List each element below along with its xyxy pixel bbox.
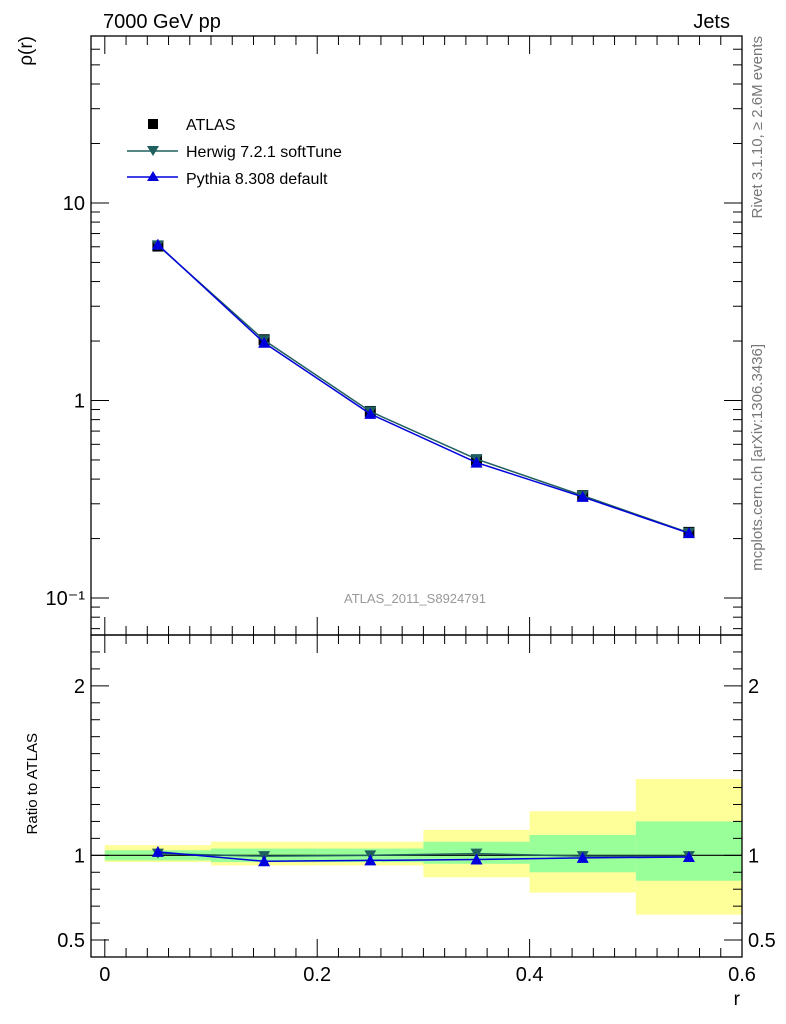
header-left: 7000 GeV pp <box>103 11 221 33</box>
mcplots-label: mcplots.cern.ch [arXiv:1306.3436] <box>749 344 766 571</box>
main-panel: 10 1 10⁻¹ <box>46 35 743 636</box>
ratio-ytick-label: 0.5 <box>57 930 85 952</box>
pythia-ratio-point <box>151 845 164 857</box>
ratio-xtick-label: 0 <box>99 964 110 986</box>
herwig-line <box>157 244 690 534</box>
pythia-ratio-point <box>576 851 589 863</box>
ratio-frame <box>90 634 743 958</box>
ratio-xtick-label: 0.2 <box>303 964 331 986</box>
pythia-ratio-point <box>470 853 483 865</box>
pythia-point <box>682 527 695 539</box>
ratio-panel: 2 2 1 1 0.5 0.5 0 0.2 0.4 0.6 <box>57 634 776 986</box>
legend-label-atlas: ATLAS <box>186 117 236 134</box>
legend-marker-herwig <box>147 146 159 156</box>
ratio-ytick-label: 1 <box>74 845 85 867</box>
legend-label-herwig: Herwig 7.2.1 softTune <box>186 144 342 161</box>
herwig-ratio-line <box>157 852 689 857</box>
main-ylabel: ρ(r) <box>16 36 37 66</box>
main-ytick-label: 10⁻¹ <box>46 588 86 610</box>
pythia-ratio-point <box>682 851 695 863</box>
ratio-xlabel: r <box>734 989 741 1010</box>
rivet-label: Rivet 3.1.10, ≥ 2.6M events <box>749 36 766 219</box>
pythia-point <box>364 407 377 419</box>
ratio-ytick-label-right: 2 <box>748 676 759 698</box>
pythia-point <box>151 238 164 250</box>
ratio-ytick-label-right: 0.5 <box>748 930 776 952</box>
legend-marker-pythia <box>147 171 159 181</box>
pythia-point <box>258 336 271 348</box>
ratio-xtick-label: 0.6 <box>728 964 756 986</box>
ratio-ytick-label-right: 1 <box>748 845 759 867</box>
header-right: Jets <box>693 11 730 33</box>
pythia-ratio-line <box>157 851 689 862</box>
pythia-ratio-point <box>364 854 377 866</box>
pythia-point <box>470 456 483 468</box>
legend-label-pythia: Pythia 8.308 default <box>186 171 328 188</box>
legend: ATLAS Herwig 7.2.1 softTune Pythia 8.308… <box>127 117 342 188</box>
ratio-ytick-label: 2 <box>74 676 85 698</box>
ratio-ylabel: Ratio to ATLAS <box>24 733 41 834</box>
watermark: ATLAS_2011_S8924791 <box>344 591 486 606</box>
legend-marker-atlas <box>148 119 158 129</box>
pythia-point <box>576 490 589 502</box>
main-ytick-label: 10 <box>63 193 85 215</box>
ratio-xtick-label: 0.4 <box>516 964 544 986</box>
pythia-ratio-point <box>258 855 271 867</box>
pythia-line <box>157 244 690 534</box>
main-ytick-label: 1 <box>74 390 85 412</box>
